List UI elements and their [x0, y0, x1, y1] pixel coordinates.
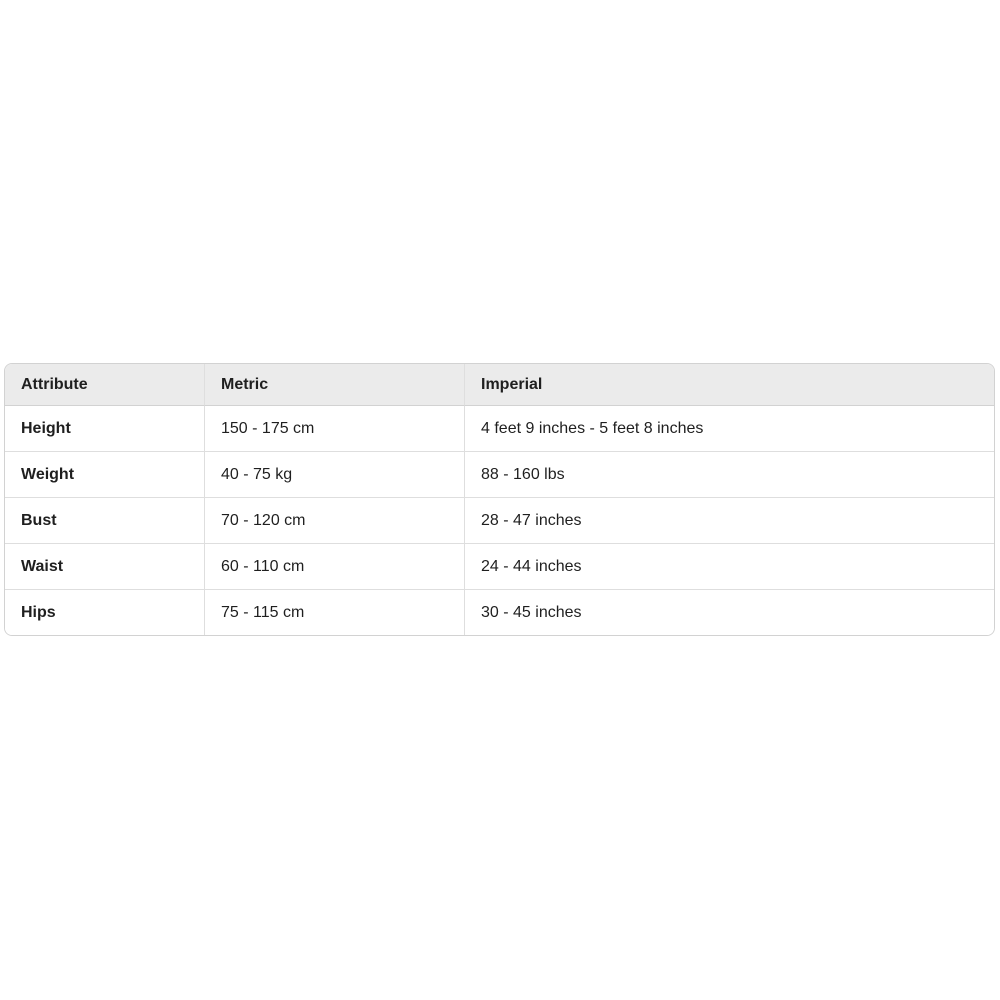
cell-metric: 70 - 120 cm	[204, 497, 464, 543]
table-row: Bust 70 - 120 cm 28 - 47 inches	[5, 497, 994, 543]
cell-attribute: Weight	[5, 451, 204, 497]
cell-metric: 40 - 75 kg	[204, 451, 464, 497]
cell-attribute: Bust	[5, 497, 204, 543]
table-header: Attribute Metric Imperial	[5, 364, 994, 406]
cell-attribute: Waist	[5, 543, 204, 589]
measurements-table: Attribute Metric Imperial Height 150 - 1…	[5, 364, 994, 635]
cell-imperial: 4 feet 9 inches - 5 feet 8 inches	[464, 406, 994, 451]
measurements-table-container: Attribute Metric Imperial Height 150 - 1…	[4, 363, 995, 636]
cell-metric: 75 - 115 cm	[204, 589, 464, 635]
column-header-metric: Metric	[204, 364, 464, 406]
cell-attribute: Height	[5, 406, 204, 451]
cell-imperial: 28 - 47 inches	[464, 497, 994, 543]
cell-attribute: Hips	[5, 589, 204, 635]
cell-imperial: 30 - 45 inches	[464, 589, 994, 635]
table-row: Height 150 - 175 cm 4 feet 9 inches - 5 …	[5, 406, 994, 451]
column-header-attribute: Attribute	[5, 364, 204, 406]
header-row: Attribute Metric Imperial	[5, 364, 994, 406]
table-row: Waist 60 - 110 cm 24 - 44 inches	[5, 543, 994, 589]
cell-metric: 150 - 175 cm	[204, 406, 464, 451]
column-header-imperial: Imperial	[464, 364, 994, 406]
cell-imperial: 24 - 44 inches	[464, 543, 994, 589]
table-body: Height 150 - 175 cm 4 feet 9 inches - 5 …	[5, 406, 994, 635]
cell-imperial: 88 - 160 lbs	[464, 451, 994, 497]
table-row: Weight 40 - 75 kg 88 - 160 lbs	[5, 451, 994, 497]
table-row: Hips 75 - 115 cm 30 - 45 inches	[5, 589, 994, 635]
cell-metric: 60 - 110 cm	[204, 543, 464, 589]
